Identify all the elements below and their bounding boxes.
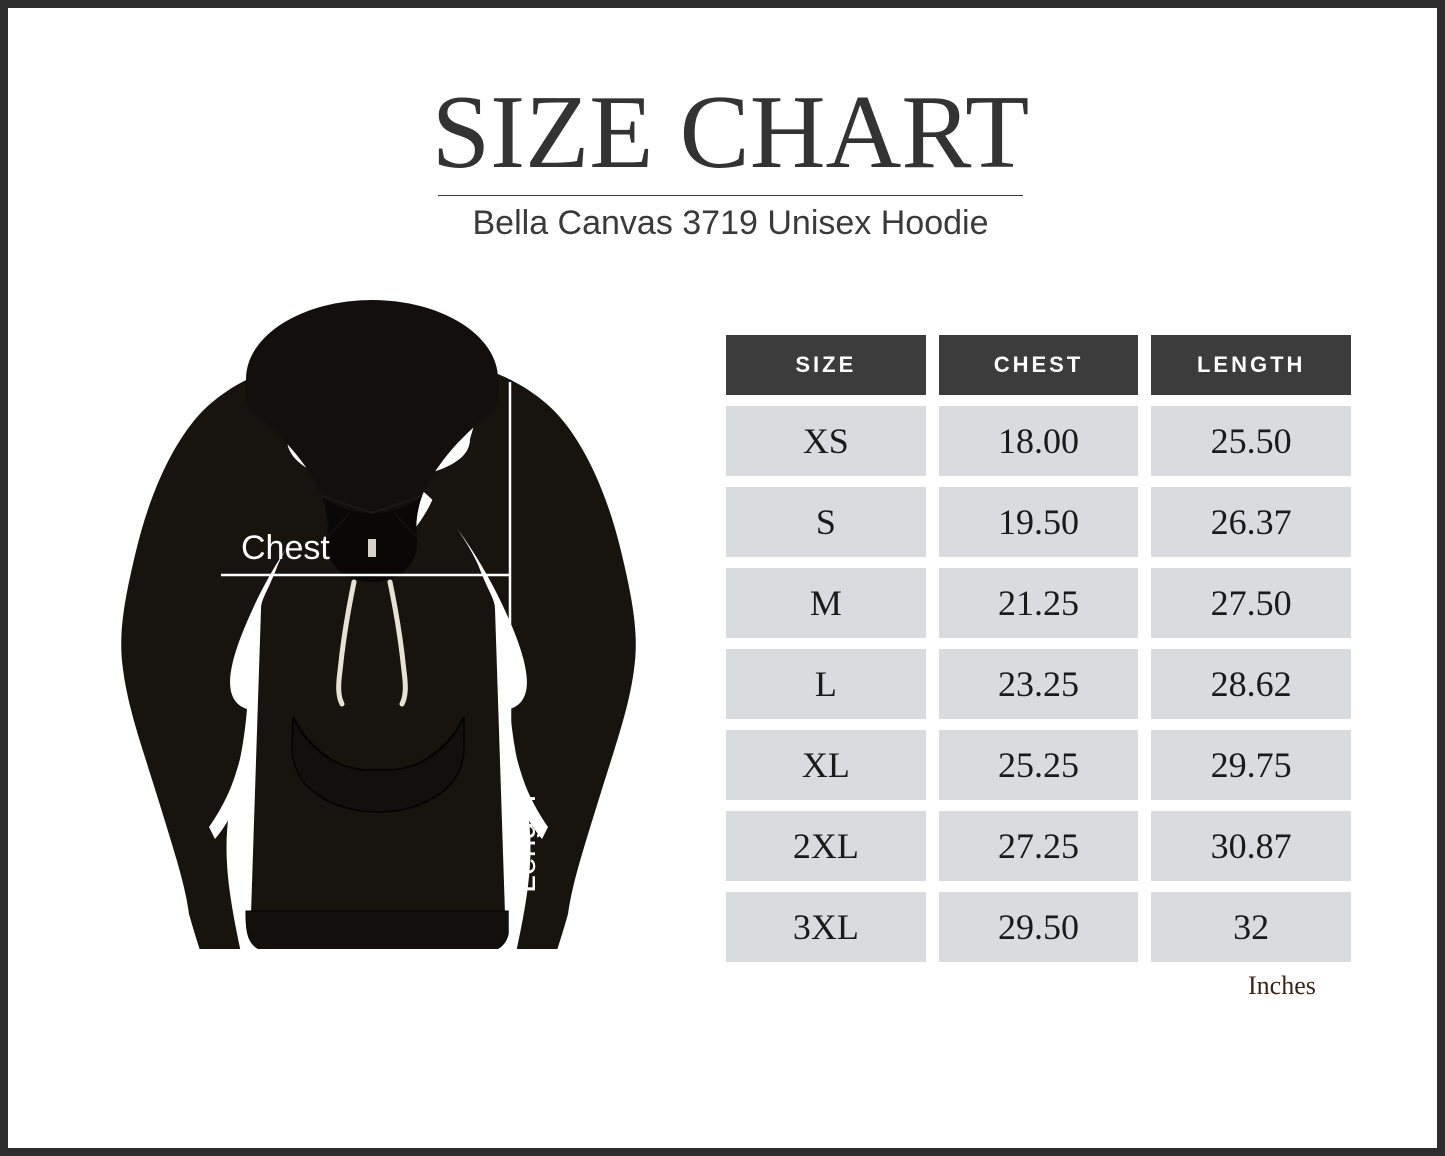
svg-text:Length: Length [506, 795, 542, 893]
svg-text:Chest: Chest [241, 529, 330, 567]
